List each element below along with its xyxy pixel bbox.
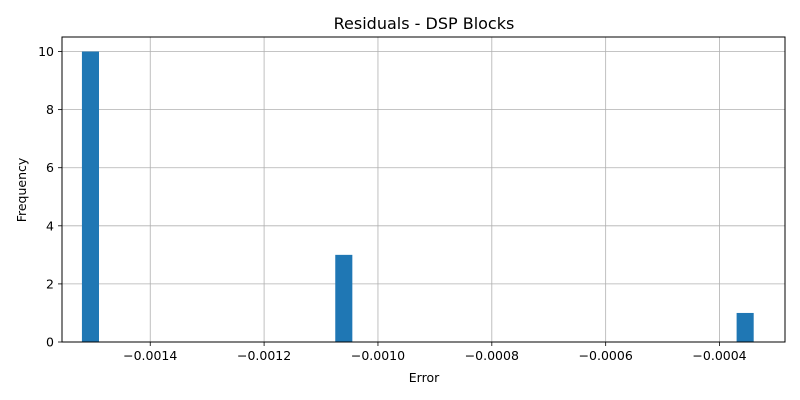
x-tick-label: −0.0008 xyxy=(465,348,519,363)
x-axis-ticks: −0.0014 −0.0012 −0.0010 −0.0008 −0.0006 −0.00… xyxy=(123,342,747,363)
histogram-bar xyxy=(81,51,100,343)
y-tick-label: 8 xyxy=(46,102,54,117)
histogram-bar xyxy=(335,254,353,342)
y-tick-label: 4 xyxy=(46,218,54,233)
y-tick-label: 10 xyxy=(38,44,54,59)
y-tick-label: 0 xyxy=(46,335,54,350)
histogram-bars xyxy=(81,51,754,343)
chart-title: Residuals - DSP Blocks xyxy=(334,14,515,33)
y-tick-label: 2 xyxy=(46,276,54,291)
x-axis-label: Error xyxy=(409,370,440,385)
x-tick-label: −0.0006 xyxy=(579,348,633,363)
y-axis-ticks: 0 2 4 6 8 10 xyxy=(38,44,62,350)
x-tick-label: −0.0014 xyxy=(123,348,177,363)
y-axis-label: Frequency xyxy=(14,157,29,222)
x-tick-label: −0.0010 xyxy=(351,348,405,363)
histogram-bar xyxy=(736,312,754,342)
x-tick-label: −0.0012 xyxy=(237,348,291,363)
x-tick-label: −0.0004 xyxy=(692,348,746,363)
plot-frame xyxy=(61,36,786,343)
y-tick-label: 6 xyxy=(46,160,54,175)
